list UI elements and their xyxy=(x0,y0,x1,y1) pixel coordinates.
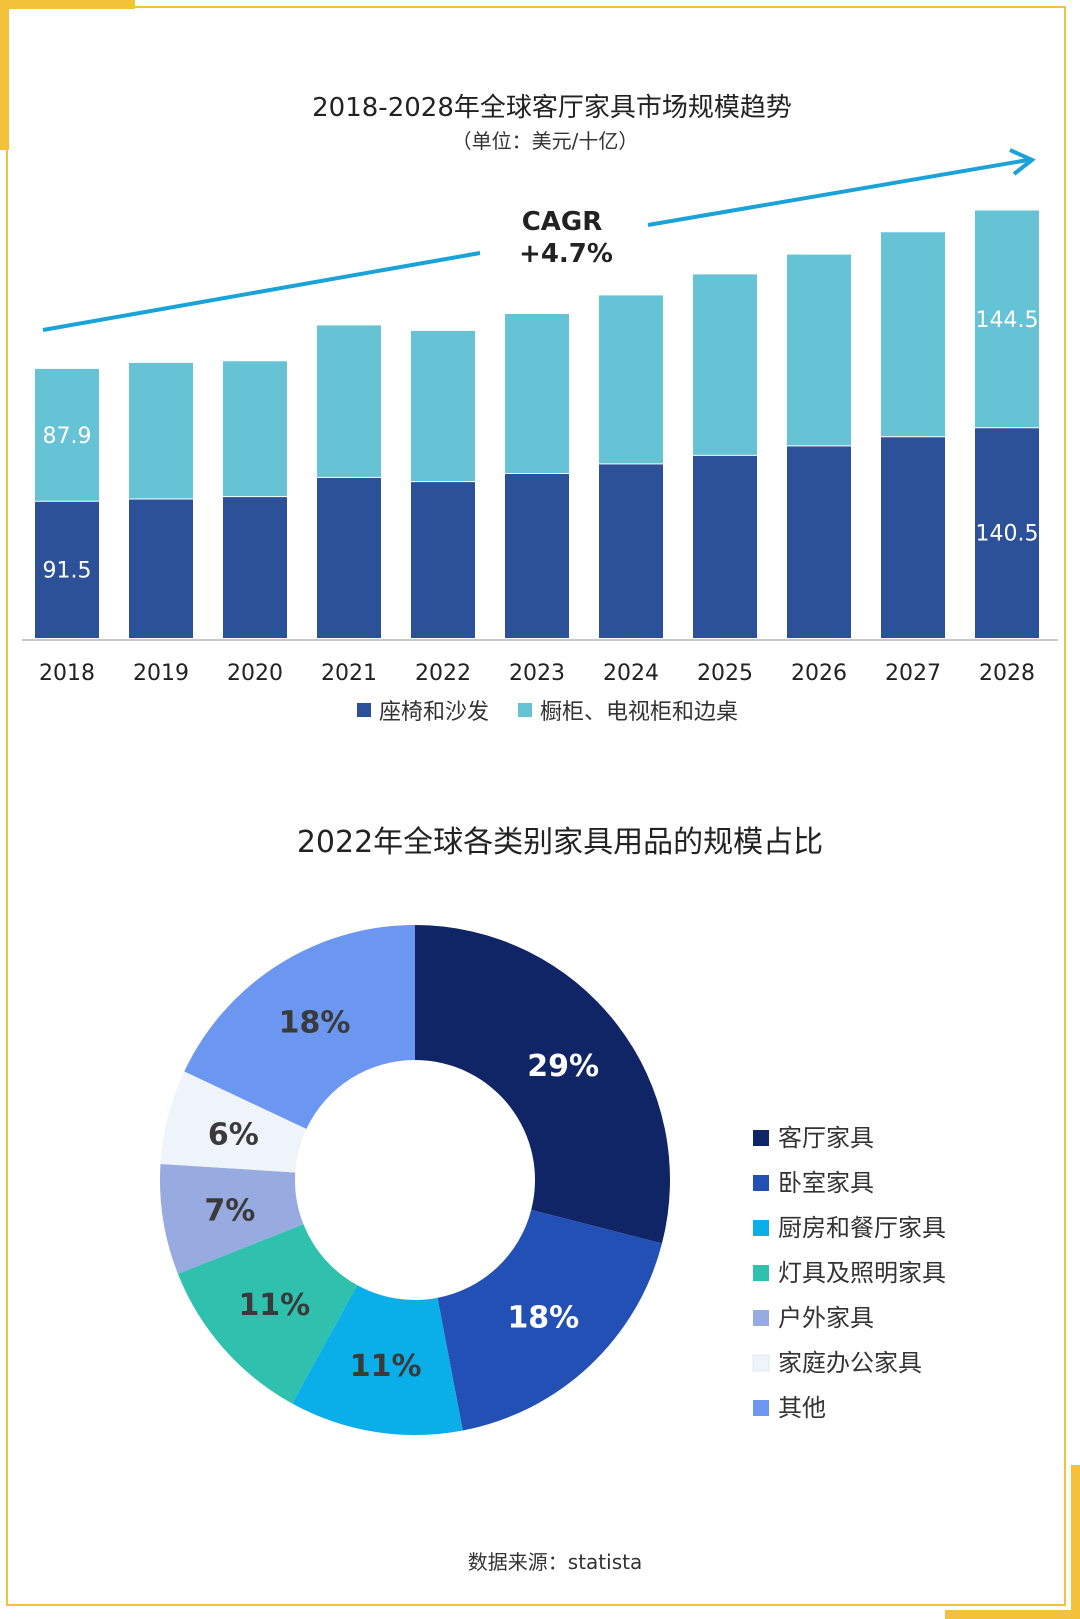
cagr-label: CAGR xyxy=(522,207,603,237)
x-tick-labels: 2018 2019 2020 2021 2022 2023 2024 2025 2026 2027… xyxy=(39,661,1035,686)
x-tick-2025: 2025 xyxy=(697,661,753,686)
donut-legend-swatch-1 xyxy=(753,1175,769,1191)
donut-label-6: 18% xyxy=(279,1006,351,1041)
data-label-2028-series-1: 144.5 xyxy=(976,308,1039,333)
bar-2025-series-0 xyxy=(693,454,757,638)
donut-slice-0 xyxy=(415,925,670,1244)
donut-legend-label-3: 灯具及照明家具 xyxy=(778,1259,946,1287)
bar-2024-series-1 xyxy=(599,295,663,464)
corner-accent-top-left-v xyxy=(0,0,9,150)
donut-legend-label-2: 厨房和餐厅家具 xyxy=(778,1214,946,1242)
bar-chart-subtitle: （单位：美元/十亿） xyxy=(452,129,639,153)
bar-2021-series-0 xyxy=(317,476,381,638)
x-tick-2026: 2026 xyxy=(791,661,847,686)
corner-accent-bottom-right-h xyxy=(945,1610,1080,1619)
donut-slice-1 xyxy=(437,1209,662,1431)
bar-legend: 座椅和沙发 橱柜、电视柜和边桌 xyxy=(357,700,738,725)
bar-chart-title: 2018-2028年全球客厅家具市场规模趋势 xyxy=(312,93,792,123)
donut-slice-3 xyxy=(177,1224,358,1404)
corner-accent-top-left-h xyxy=(0,0,135,9)
donut-slice-5 xyxy=(160,1071,307,1173)
donut-slice-2 xyxy=(292,1285,463,1435)
bar-2020-series-1 xyxy=(223,361,287,497)
donut-legend-label-0: 客厅家具 xyxy=(778,1124,874,1152)
x-tick-2023: 2023 xyxy=(509,661,565,686)
source-note: 数据来源：statista xyxy=(468,1550,642,1574)
x-tick-2019: 2019 xyxy=(133,661,189,686)
donut-label-4: 7% xyxy=(204,1193,255,1228)
x-tick-2022: 2022 xyxy=(415,661,471,686)
donut-labels: 29% 18% 11% 11% 7% 6% 18% xyxy=(204,1006,599,1385)
donut-chart-title: 2022年全球各类别家具用品的规模占比 xyxy=(297,825,823,860)
donut-slice-6 xyxy=(184,925,415,1129)
data-label-2028-series-0: 140.5 xyxy=(976,522,1039,547)
donut-legend-label-1: 卧室家具 xyxy=(778,1169,874,1197)
bar-2027-series-1 xyxy=(881,232,945,437)
bar-2022-series-0 xyxy=(411,481,475,638)
bar-2024-series-0 xyxy=(599,463,663,638)
donut-label-2: 11% xyxy=(350,1349,422,1384)
bar-2019-series-1 xyxy=(129,362,193,499)
bar-2019-series-0 xyxy=(129,498,193,638)
legend-label-cabinets: 橱柜、电视柜和边桌 xyxy=(540,700,738,725)
donut-legend-swatch-0 xyxy=(753,1130,769,1146)
cagr-arrow-right-segment xyxy=(647,158,1029,227)
x-tick-2024: 2024 xyxy=(603,661,659,686)
bar-2022-series-1 xyxy=(411,330,475,482)
cagr-arrow-left-segment xyxy=(42,251,481,332)
bar-2018-series-0 xyxy=(35,500,99,638)
donut-label-0: 29% xyxy=(527,1049,599,1084)
cagr-arrow xyxy=(42,148,1036,332)
x-tick-2018: 2018 xyxy=(39,661,95,686)
donut-legend-label-4: 户外家具 xyxy=(778,1304,874,1332)
donut-legend-label-6: 其他 xyxy=(778,1394,826,1422)
legend-swatch-cabinets xyxy=(518,703,532,717)
bar-2028-series-1 xyxy=(975,210,1039,428)
donut-group xyxy=(160,925,670,1435)
cagr-arrow-head xyxy=(1009,148,1036,176)
data-label-2018-series-1: 87.9 xyxy=(43,424,92,449)
bar-2018-series-1 xyxy=(35,368,99,501)
donut-legend-swatch-2 xyxy=(753,1220,769,1236)
x-tick-2021: 2021 xyxy=(321,661,377,686)
donut-legend-label-5: 家庭办公家具 xyxy=(778,1349,922,1377)
bar-2023-series-1 xyxy=(505,314,569,473)
bar-2026-series-0 xyxy=(787,445,851,638)
donut-label-1: 18% xyxy=(507,1301,579,1336)
donut-legend-swatch-6 xyxy=(753,1400,769,1416)
x-tick-2028: 2028 xyxy=(979,661,1035,686)
legend-label-seats-sofas: 座椅和沙发 xyxy=(379,700,489,725)
bar-group: 91.5 87.9 140.5 144.5 xyxy=(35,210,1039,638)
legend-swatch-seats-sofas xyxy=(357,703,371,717)
donut-slice-4 xyxy=(160,1163,304,1274)
data-label-2018-series-0: 91.5 xyxy=(43,558,92,583)
donut-legend-swatch-4 xyxy=(753,1310,769,1326)
bar-separator-2025 xyxy=(693,453,757,456)
bar-2023-series-0 xyxy=(505,473,569,638)
bar-2020-series-0 xyxy=(223,496,287,638)
donut-legend-swatch-5 xyxy=(752,1354,770,1372)
bar-2021-series-1 xyxy=(317,325,381,477)
donut-label-5: 6% xyxy=(208,1117,259,1152)
cagr-value: +4.7% xyxy=(519,239,613,269)
corner-accent-bottom-right-v xyxy=(1071,1465,1080,1619)
donut-legend-swatch-3 xyxy=(753,1265,769,1281)
x-tick-2027: 2027 xyxy=(885,661,941,686)
x-tick-2020: 2020 xyxy=(227,661,283,686)
donut-label-3: 11% xyxy=(238,1288,310,1323)
bar-2026-series-1 xyxy=(787,254,851,446)
page-frame xyxy=(6,6,1066,1606)
bar-2025-series-1 xyxy=(693,274,757,455)
bar-2028-series-0 xyxy=(975,427,1039,638)
bar-2027-series-0 xyxy=(881,436,945,638)
